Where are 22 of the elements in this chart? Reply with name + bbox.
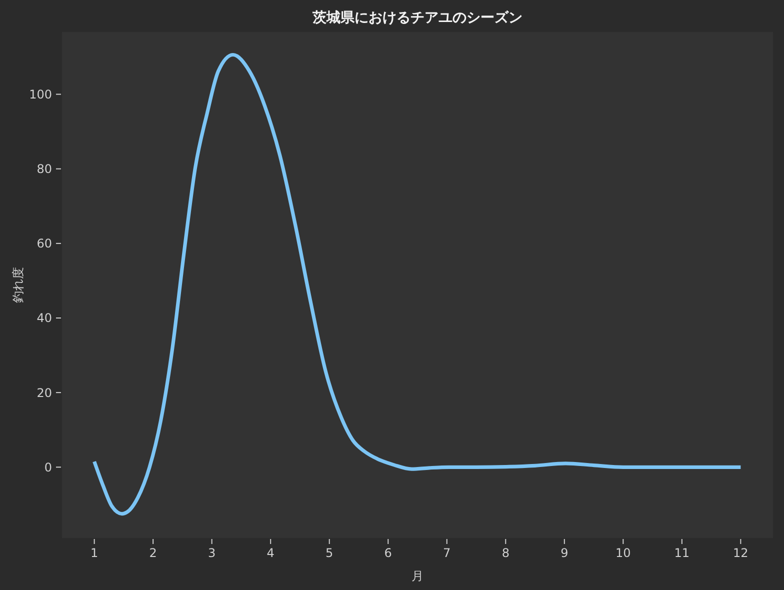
y-tick-label: 0 <box>44 460 52 474</box>
y-tick-label: 40 <box>36 311 52 326</box>
y-tick-label: 80 <box>36 162 52 176</box>
x-axis-title: 月 <box>412 569 424 583</box>
y-axis-title: 釣れ度 <box>11 267 25 303</box>
chart-title: 茨城県におけるチアユのシーズン <box>312 10 522 26</box>
x-tick-label: 11 <box>674 546 690 560</box>
x-tick-label: 1 <box>90 546 98 560</box>
y-tick-label: 60 <box>36 236 52 251</box>
x-tick-label: 12 <box>733 546 748 560</box>
x-tick-label: 5 <box>326 546 334 560</box>
x-tick-label: 4 <box>266 546 274 560</box>
y-tick-label: 100 <box>29 87 52 102</box>
x-tick-label: 7 <box>443 546 451 560</box>
x-tick-label: 10 <box>616 546 631 560</box>
x-tick-label: 6 <box>384 546 392 560</box>
x-tick-label: 3 <box>208 546 216 560</box>
line-series <box>92 52 742 516</box>
y-tick-label: 20 <box>36 386 52 400</box>
x-tick-label: 8 <box>502 546 510 560</box>
x-tick-label: 9 <box>560 546 568 560</box>
x-tick-label: 2 <box>149 546 157 560</box>
